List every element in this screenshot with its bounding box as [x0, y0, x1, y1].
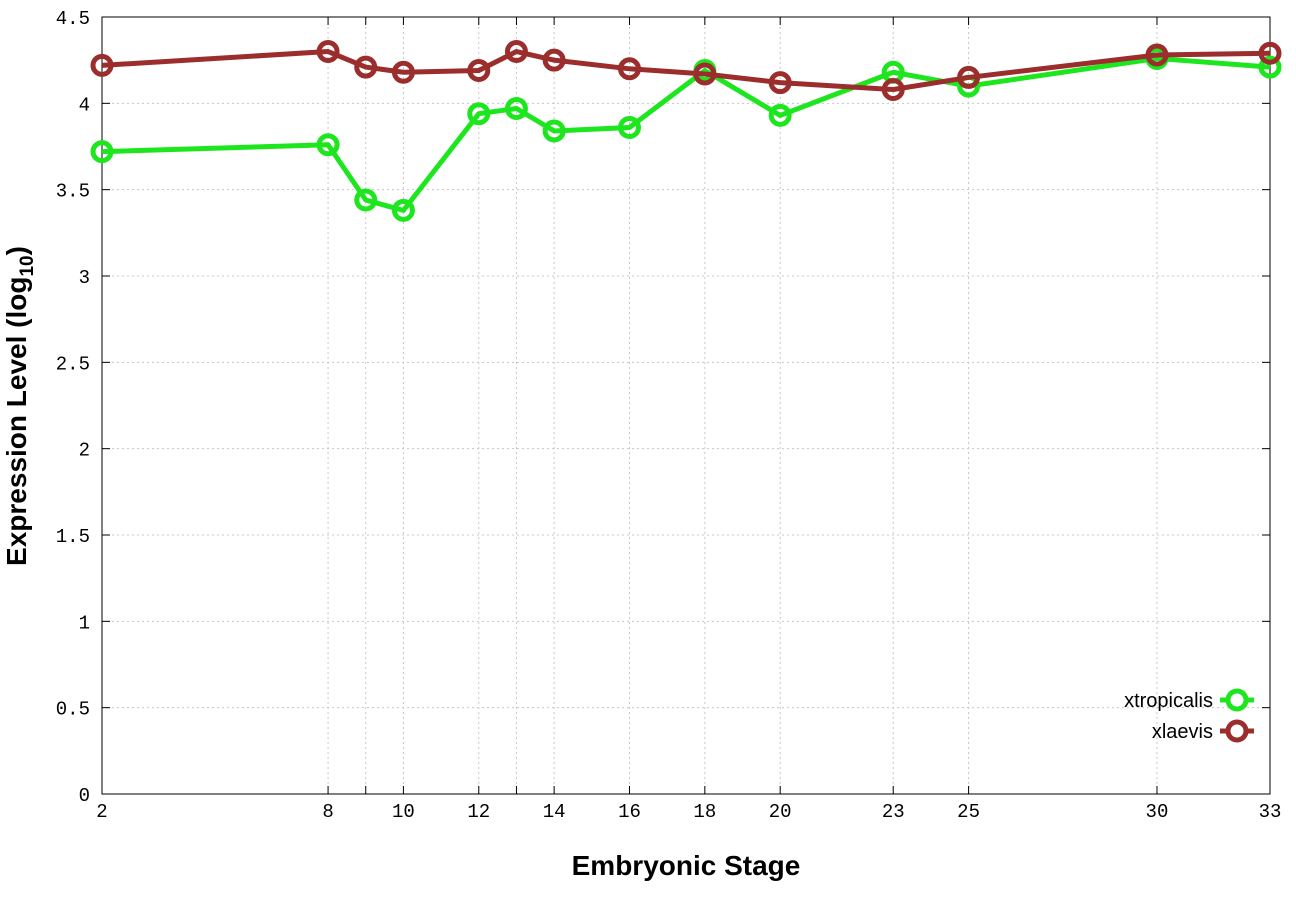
legend: xtropicalis xlaevis	[1124, 688, 1254, 743]
x-tick-label: 23	[882, 801, 905, 823]
series-line	[101, 49, 1271, 93]
x-tick-label: 2	[96, 801, 107, 823]
data-point	[957, 65, 981, 89]
data-point	[391, 198, 415, 222]
data-point	[316, 40, 340, 64]
data-point	[881, 78, 905, 102]
data-point	[90, 140, 114, 164]
data-point	[693, 62, 717, 86]
y-axis-title-close: )	[1, 246, 32, 255]
x-tick-label: 30	[1146, 801, 1169, 823]
axis-ticks: 2 8 10 12 14 16 18 20 23 25 30 33 0 0.5 1 1.5 2 2.5 3 3.5 4 4…	[56, 8, 1282, 823]
y-tick-label: 3	[79, 267, 90, 289]
x-tick-label: 12	[467, 801, 490, 823]
data-point	[542, 119, 566, 143]
y-tick-label: 2.5	[56, 353, 90, 375]
data-point	[391, 60, 415, 84]
x-tick-label: 25	[957, 801, 980, 823]
data-point	[316, 133, 340, 157]
data-point	[617, 116, 641, 140]
data-point	[1145, 43, 1169, 67]
y-axis-title-main: Expression Level (log	[1, 277, 32, 566]
series-line	[101, 55, 1271, 213]
legend-swatch-marker	[1225, 688, 1249, 712]
y-tick-label: 4.5	[56, 8, 90, 30]
data-point	[768, 71, 792, 95]
x-tick-label: 33	[1259, 801, 1282, 823]
x-tick-label: 16	[618, 801, 641, 823]
series-xlaevis	[90, 40, 1282, 102]
y-axis-title-subscript: 10	[17, 255, 38, 276]
x-tick-label: 18	[693, 801, 716, 823]
data-point	[1258, 41, 1282, 65]
legend-label: xlaevis	[1152, 721, 1213, 743]
grid-lines	[102, 17, 1270, 794]
series-layer	[90, 40, 1282, 222]
y-tick-label: 0.5	[56, 699, 90, 721]
x-tick-label: 8	[322, 801, 333, 823]
data-point	[90, 53, 114, 77]
y-tick-label: 3.5	[56, 181, 90, 203]
y-tick-label: 4	[79, 94, 90, 116]
y-tick-label: 1	[79, 612, 90, 634]
legend-label: xtropicalis	[1124, 690, 1213, 712]
data-point	[354, 55, 378, 79]
legend-swatch-marker	[1225, 719, 1249, 743]
data-point	[467, 59, 491, 83]
data-point	[617, 57, 641, 81]
data-point	[1258, 55, 1282, 79]
y-tick-label: 0	[79, 785, 90, 807]
legend-item: xlaevis	[1152, 719, 1254, 743]
plot-frame	[101, 16, 1271, 795]
data-point	[354, 188, 378, 212]
y-tick-label: 1.5	[56, 526, 90, 548]
data-point	[504, 40, 528, 64]
x-axis-title: Embryonic Stage	[572, 850, 801, 881]
x-tick-label: 20	[769, 801, 792, 823]
data-point	[542, 48, 566, 72]
y-tick-label: 2	[79, 440, 90, 462]
x-tick-label: 10	[392, 801, 415, 823]
x-tick-label: 14	[543, 801, 566, 823]
data-point	[504, 97, 528, 121]
data-point	[467, 102, 491, 126]
data-point	[768, 103, 792, 127]
y-axis-title: Expression Level (log10)	[1, 246, 38, 566]
legend-item: xtropicalis	[1124, 688, 1254, 712]
